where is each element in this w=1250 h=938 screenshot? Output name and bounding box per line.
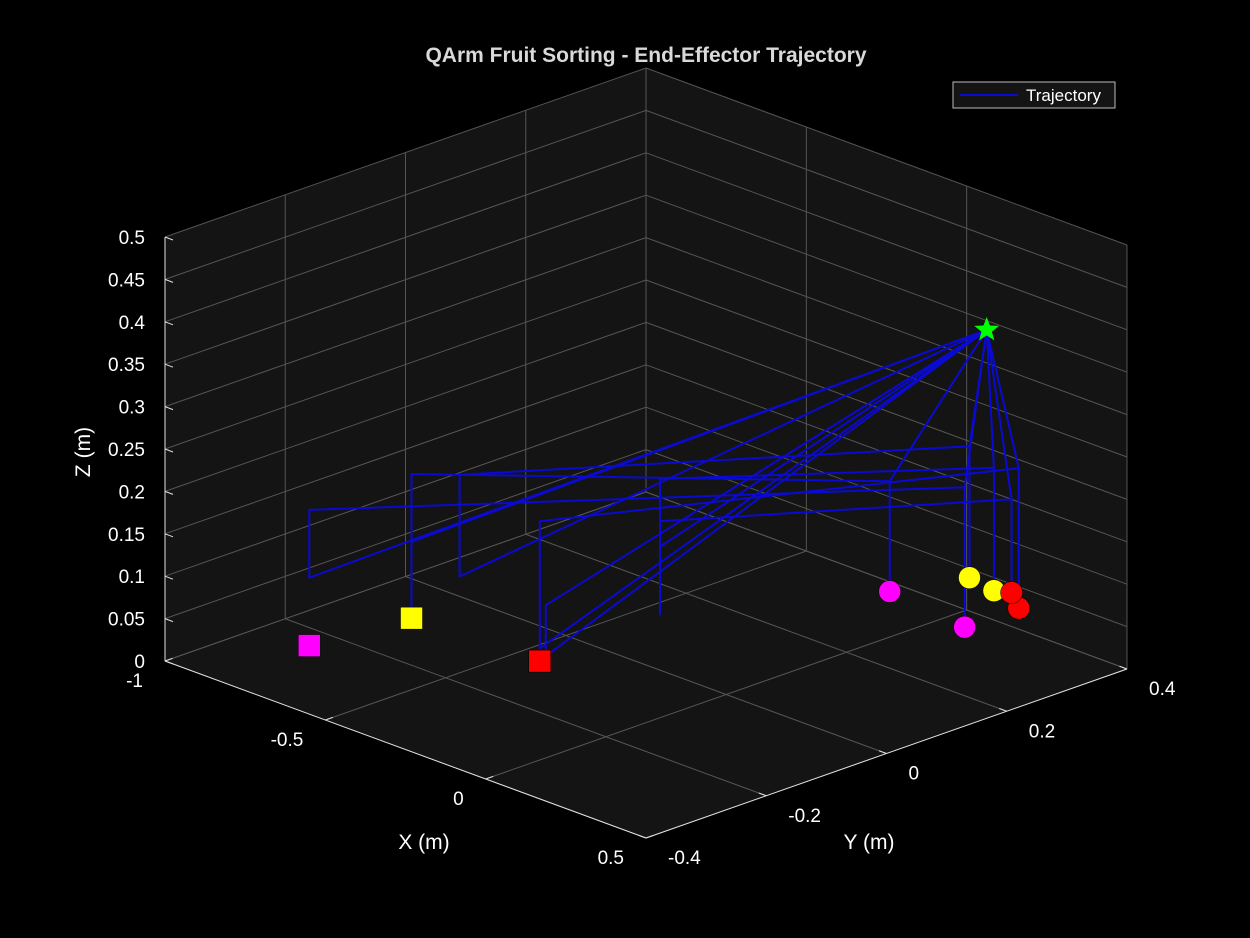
home-star-marker <box>974 316 1000 341</box>
z-tick-label: 0.1 <box>119 567 145 588</box>
grid-line-z <box>645 321 1128 500</box>
x-tick-mark <box>645 834 654 839</box>
z-tick-label: 0.35 <box>108 355 145 376</box>
z-tick-mark <box>164 660 174 665</box>
y-tick-mark <box>999 708 1007 712</box>
z-tick-label: 0.4 <box>119 313 146 334</box>
grid-line-z <box>645 194 1128 373</box>
chart-title: QArm Fruit Sorting - End-Effector Trajec… <box>425 44 866 67</box>
marker-layer <box>298 316 1031 673</box>
x-tick-label: -1 <box>126 671 143 692</box>
y-tick-label: -0.2 <box>788 806 821 827</box>
z-tick-mark <box>164 618 174 623</box>
grid-line-z <box>645 152 1128 331</box>
grid-line-z <box>164 237 647 408</box>
grid-line-z <box>164 67 647 238</box>
grid-line-z <box>164 152 647 323</box>
y-tick-mark <box>638 834 647 839</box>
grid-line-z <box>645 67 1128 246</box>
z-tick-label: 0.15 <box>108 525 145 546</box>
x-tick-label: 0 <box>453 789 464 810</box>
z-tick-label: 0.05 <box>108 610 145 631</box>
x-tick-mark <box>485 775 494 780</box>
grid-line-z <box>645 364 1128 543</box>
y-axis-label: Y (m) <box>844 831 895 854</box>
z-tick-mark <box>164 490 174 495</box>
x-tick-mark <box>164 657 173 662</box>
z-tick-label: 0.5 <box>119 228 145 249</box>
fruit-marker <box>878 580 901 603</box>
fruit-marker <box>958 566 981 589</box>
x-tick-label: -0.5 <box>271 730 304 751</box>
z-tick-mark <box>164 448 174 453</box>
z-tick-label: 0.3 <box>119 398 145 419</box>
grid-line-z <box>645 237 1128 416</box>
x-tick-mark <box>325 716 334 721</box>
z-tick-mark <box>164 363 174 368</box>
z-tick-label: 0.25 <box>108 440 145 461</box>
y-tick-mark <box>878 750 887 754</box>
grid-line-y <box>405 576 887 754</box>
grid-line-z <box>164 449 647 620</box>
z-tick-label: 0.2 <box>119 482 145 503</box>
grid-line-y <box>525 533 1007 712</box>
y-tick-label: 0 <box>909 764 920 785</box>
grid-line-z <box>164 491 647 662</box>
legend-trajectory-label: Trajectory <box>1026 86 1101 105</box>
fruit-marker <box>953 615 976 639</box>
bin-marker <box>528 649 552 673</box>
trajectory-line <box>308 328 1020 658</box>
x-tick-label: 0.5 <box>598 848 624 869</box>
z-axis-label: Z (m) <box>72 427 95 477</box>
z-tick-mark <box>164 575 174 580</box>
x-axis-line <box>164 660 647 839</box>
fruit-marker <box>1000 581 1023 604</box>
grid-line-z <box>164 279 647 450</box>
trajectory-series <box>308 328 1020 658</box>
grid-line-z <box>645 109 1128 288</box>
z-tick-mark <box>164 236 174 241</box>
legend[interactable]: Trajectory <box>952 81 1116 109</box>
grid-line-z <box>164 194 647 365</box>
y-tick-mark <box>1119 665 1128 670</box>
z-tick-mark <box>164 533 174 538</box>
z-tick-label: 0 <box>134 652 145 673</box>
grid-line-z <box>164 406 647 577</box>
x-axis-label: X (m) <box>398 831 449 854</box>
z-tick-mark <box>164 278 174 283</box>
z-tick-mark <box>164 406 174 411</box>
grid-line-z <box>164 109 647 280</box>
y-tick-label: 0.4 <box>1149 679 1176 700</box>
bin-marker <box>400 606 423 630</box>
tick-labels: -1 -0.5 0 0.5 -0.4 -0.2 0 0.2 0.4 0 0.05 0.1 0.15 0.2… <box>108 228 1176 869</box>
grid-line-z <box>164 321 647 492</box>
grid-line-z <box>645 406 1128 585</box>
y-tick-mark <box>758 792 767 797</box>
z-tick-mark <box>164 321 174 326</box>
bin-marker <box>298 634 321 657</box>
grid-line-z <box>645 279 1128 458</box>
y-tick-label: 0.2 <box>1029 721 1055 742</box>
y-tick-label: -0.4 <box>668 848 701 869</box>
grid-line-z <box>164 364 647 535</box>
grid-line-y <box>285 618 767 797</box>
z-tick-label: 0.45 <box>108 270 145 291</box>
